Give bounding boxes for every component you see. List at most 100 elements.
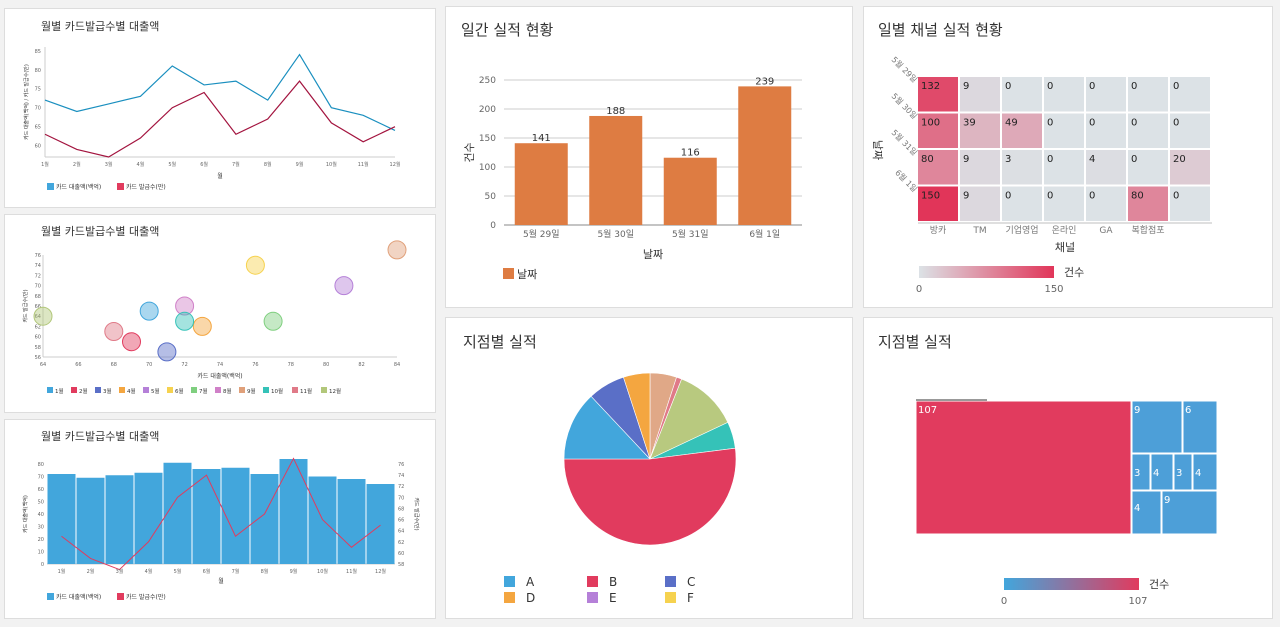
treemap-cell	[1131, 490, 1162, 535]
y-tick-label: 50	[485, 192, 497, 202]
treemap-cell-value: 107	[918, 405, 937, 416]
bar-value-label: 116	[681, 148, 700, 159]
bar-9월	[279, 459, 308, 564]
y-left-tick-label: 80	[38, 462, 44, 468]
heat-cell-value: 0	[1089, 118, 1095, 129]
treemap-cell	[1131, 400, 1183, 454]
x-axis-title: 카드 대출액(백억)	[197, 372, 242, 380]
color-scale-title: 건수	[1149, 578, 1169, 591]
y-tick-label: 5월 31일	[890, 127, 920, 157]
color-scale-min: 0	[916, 284, 922, 295]
y-tick-label: 58	[35, 345, 41, 351]
bar-12월	[366, 484, 395, 564]
legend-swatch	[503, 268, 514, 279]
series-line	[61, 457, 381, 571]
bubble-chart-title: 월별 카드발급수별 대출액	[41, 225, 160, 238]
heat-cell-value: 49	[1005, 118, 1018, 129]
legend-label: D	[526, 591, 535, 605]
x-tick-label: 2월	[73, 161, 81, 168]
legend-swatch	[117, 593, 124, 600]
heat-cell-value: 0	[1005, 191, 1011, 202]
pie-title: 지점별 실적	[463, 333, 537, 351]
color-scale-title: 건수	[1064, 266, 1084, 279]
legend-label: 12월	[329, 387, 341, 395]
legend-label: 6월	[175, 387, 184, 395]
heat-cell-value: 132	[921, 81, 940, 92]
treemap-cell-value: 4	[1134, 503, 1140, 514]
heat-cell	[1086, 150, 1126, 185]
x-tick-label: 12월	[390, 161, 401, 168]
x-tick-label: 11월	[346, 568, 357, 575]
x-tick-label: 복합점포	[1131, 224, 1164, 236]
legend-label: F	[687, 591, 694, 605]
heat-cell-value: 0	[1131, 118, 1137, 129]
y-left-axis-title: 카드 대출액(백억)	[22, 495, 29, 533]
y-left-tick-label: 0	[41, 562, 44, 568]
combo-chart-title: 월별 카드발급수별 대출액	[41, 430, 160, 443]
y-right-tick-label: 74	[398, 473, 404, 479]
legend-label: 5월	[151, 387, 160, 395]
pie-slice-A	[563, 395, 651, 460]
x-tick-label: 9월	[290, 568, 298, 575]
y-tick-label: 76	[35, 253, 41, 259]
heatmap-panel: 일별 채널 실적 현황 132 9 0 0 0 0 0 100 39 49 0 0 0 0 80 9 3 0 4 0 2…	[863, 6, 1273, 308]
y-left-tick-label: 30	[38, 525, 44, 531]
daily-chart-title: 일간 실적 현황	[461, 21, 554, 39]
heat-cell-value: 80	[1131, 191, 1144, 202]
legend-swatch	[504, 576, 515, 587]
legend-label: 11월	[300, 387, 312, 395]
y-tick-label: 60	[35, 335, 41, 341]
heat-cell	[1002, 186, 1042, 221]
color-scale-max: 150	[1044, 284, 1063, 295]
legend-swatch	[47, 593, 54, 600]
x-tick-label: 64	[40, 362, 46, 368]
x-tick-label: 8월	[264, 161, 272, 168]
legend-swatch	[71, 387, 77, 393]
x-tick-label: 84	[394, 362, 400, 368]
legend-label: 날짜	[517, 268, 537, 281]
heatmap-title: 일별 채널 실적 현황	[878, 21, 1003, 39]
heatmap-chart: 132 9 0 0 0 0 0 100 39 49 0 0 0 0 80 9 3 0 4 0 20 150 9 0 0 0 80 0 5…	[871, 54, 1212, 295]
x-tick-label: 74	[217, 362, 223, 368]
y-tick-label: 250	[479, 76, 496, 86]
bar-8월	[250, 474, 279, 564]
heat-cell-value: 80	[921, 154, 934, 165]
legend-label: 10월	[271, 387, 283, 395]
bar-5월 29일	[514, 143, 568, 225]
heat-cell	[1128, 113, 1168, 148]
heat-cell	[1086, 77, 1126, 112]
bubble-4월	[192, 316, 212, 336]
y-tick-label: 75	[35, 87, 41, 93]
legend-swatch	[47, 387, 53, 393]
legend-label: 카드 발급수(만)	[126, 183, 166, 191]
pie-panel: 지점별 실적 A B C D E F	[445, 317, 853, 619]
x-tick-label: 2월	[87, 568, 95, 575]
y-right-tick-label: 76	[398, 462, 404, 468]
combo-chart: 0 10 20 30 40 50 60 70 80 58 60 62 64 66 68 70 72 74 76 1월 2…	[22, 457, 420, 601]
daily-chart-panel: 일간 실적 현황 0 50 100 150 200 250 141 5월 29일 188 5월 3…	[445, 6, 853, 308]
heat-cell-value: 0	[1131, 154, 1137, 165]
x-tick-label: 70	[146, 362, 152, 368]
x-axis-title: 날짜	[643, 248, 663, 261]
color-scale-bar	[1004, 578, 1139, 590]
heat-cell-value: 150	[921, 191, 940, 202]
y-tick-label: 100	[479, 163, 496, 173]
heat-cell-value: 39	[963, 118, 976, 129]
x-tick-label: 78	[288, 362, 294, 368]
legend-label: 1월	[55, 387, 64, 395]
combo-chart-panel: 월별 카드발급수별 대출액 0 10 20 30 40 50 60 70 80 58 60 62 64 6…	[4, 419, 436, 619]
x-tick-label: 3월	[116, 568, 124, 575]
legend-label: A	[526, 575, 535, 589]
heat-cell	[1128, 150, 1168, 185]
legend-swatch	[665, 576, 676, 587]
treemap-cell-value: 9	[1164, 495, 1170, 506]
bubble-chart-panel: 월별 카드발급수별 대출액 56 58 60 62 64 66 68 70 72 74 76 64 66…	[4, 214, 436, 413]
bubble-8월	[175, 296, 195, 316]
heat-cell-value: 0	[1131, 81, 1137, 92]
heat-cell-value: 0	[1173, 191, 1179, 202]
legend-swatch	[167, 387, 173, 393]
heat-cell-value: 0	[1089, 81, 1095, 92]
legend-swatch	[239, 387, 245, 393]
y-right-tick-label: 64	[398, 529, 404, 535]
heat-cell-value: 9	[963, 154, 969, 165]
